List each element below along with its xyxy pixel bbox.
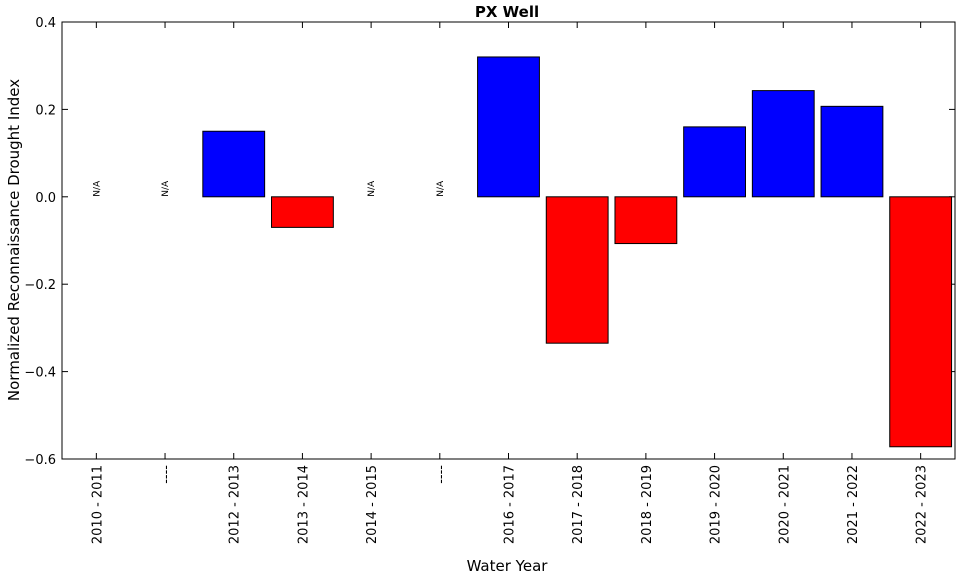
x-tick-label: 2016 - 2017 xyxy=(503,465,518,544)
x-tick-label: ---- xyxy=(159,465,174,484)
bars xyxy=(202,56,953,448)
tick-labels: 0.4 0.2 0.0 −0.2 −0.4 −0.6 2010 - 2011 N/A ---- N… xyxy=(24,16,929,544)
bar xyxy=(614,196,678,245)
x-tick-label: 2022 - 2023 xyxy=(915,465,930,544)
x-tick-label: 2013 - 2014 xyxy=(296,465,311,544)
na-label: N/A xyxy=(161,180,171,197)
na-label: N/A xyxy=(436,180,446,197)
na-label: N/A xyxy=(92,180,102,197)
bar xyxy=(820,105,884,198)
y-tick-label: 0.2 xyxy=(35,103,56,118)
bar xyxy=(751,90,815,198)
x-tick-label: 2012 - 2013 xyxy=(228,465,243,544)
bar xyxy=(477,56,540,198)
x-tick-label: 2021 - 2022 xyxy=(846,465,861,544)
x-tick-label: 2014 - 2015 xyxy=(365,465,380,544)
x-tick-label: 2019 - 2020 xyxy=(709,465,724,544)
bar xyxy=(683,126,746,198)
x-tick-label: 2018 - 2019 xyxy=(640,465,655,544)
y-tick-label: −0.2 xyxy=(24,278,56,293)
plot-frame xyxy=(61,21,956,460)
y-tick-label: 0.0 xyxy=(35,191,56,206)
x-tick-label: 2020 - 2021 xyxy=(777,465,792,544)
chart-title: PX Well xyxy=(475,3,539,21)
x-tick-label: 2017 - 2018 xyxy=(571,465,586,544)
na-label: N/A xyxy=(367,180,377,197)
y-tick-label: −0.6 xyxy=(24,453,56,468)
x-tick-label: ---- xyxy=(434,465,449,484)
y-axis-label: Normalized Reconnaissance Drought Index xyxy=(5,79,23,401)
bar xyxy=(545,196,609,344)
bar xyxy=(889,196,953,448)
bar xyxy=(271,196,334,228)
y-tick-label: 0.4 xyxy=(35,16,56,31)
x-axis-label: Water Year xyxy=(467,557,549,575)
x-tick-label: 2010 - 2011 xyxy=(90,465,105,544)
y-tick-label: −0.4 xyxy=(24,366,56,381)
bar xyxy=(202,130,266,198)
